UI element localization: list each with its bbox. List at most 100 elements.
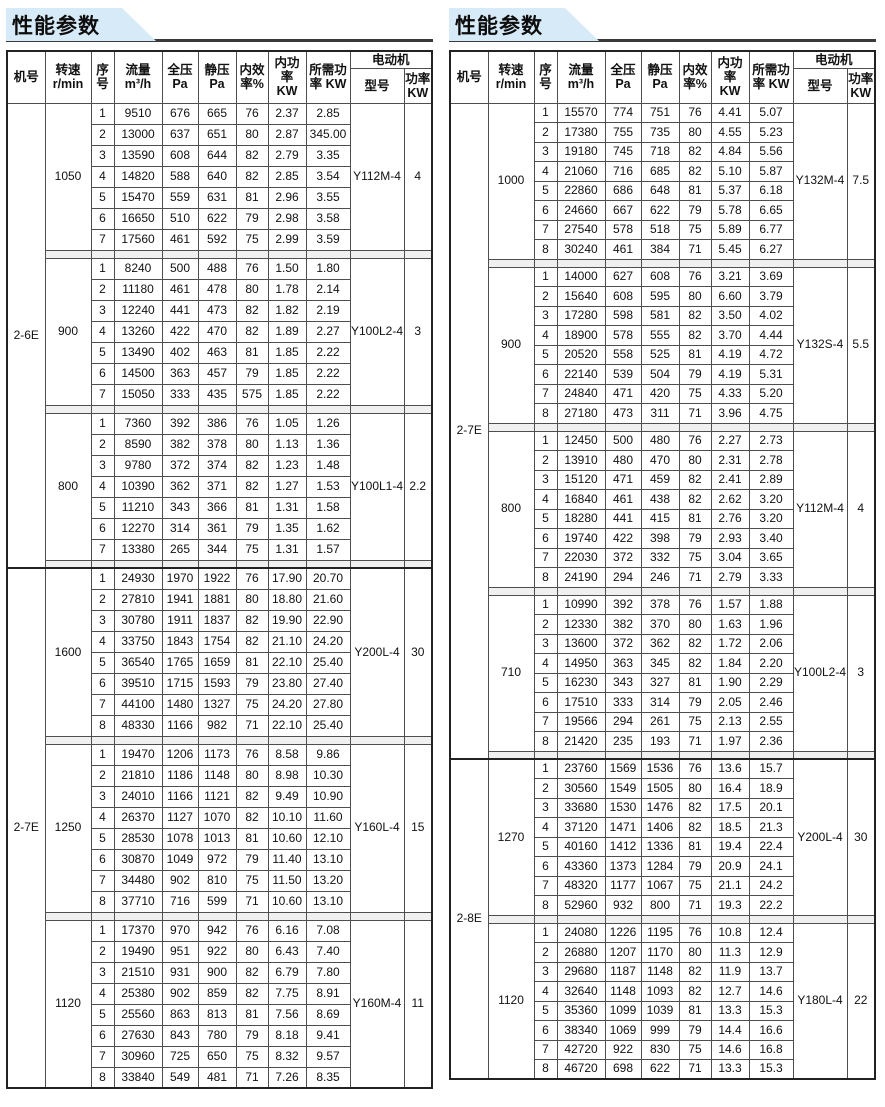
flow-cell: 21810 — [113, 764, 163, 787]
static-pressure-cell: 972 — [197, 848, 237, 871]
seq-cell: 4 — [533, 981, 558, 1002]
seq-cell: 3 — [533, 961, 558, 982]
flow-cell: 29680 — [556, 961, 606, 982]
efficiency-cell: 82 — [678, 653, 712, 674]
seq-cell: 2 — [533, 286, 558, 307]
seq-cell: 4 — [90, 475, 115, 498]
flow-cell: 19740 — [556, 528, 606, 549]
seq-cell: 1 — [90, 102, 115, 125]
static-pressure-cell: 1593 — [197, 672, 237, 695]
total-pressure-cell: 382 — [604, 614, 642, 635]
required-power-cell: 2.29 — [748, 672, 794, 693]
static-pressure-cell: 640 — [197, 165, 237, 188]
separator-cell — [792, 914, 848, 924]
power-cell: 3.96 — [710, 403, 750, 424]
efficiency-cell: 79 — [235, 362, 269, 385]
power-cell: 14.6 — [710, 1039, 750, 1060]
table-row: 7 27540 578 518 75 5.89 6.77 — [450, 219, 875, 240]
separator-cell — [556, 422, 606, 432]
total-pressure-cell: 363 — [161, 362, 199, 385]
flow-header: 流量 m³/h — [113, 50, 163, 104]
flow-cell: 12240 — [113, 299, 163, 322]
static-pressure-cell: 457 — [197, 362, 237, 385]
static-pressure-cell: 361 — [197, 517, 237, 540]
header-row: 机号 转速 r/min 序 号流量 m³/h 全压 Pa 静压 Pa 内效 率% 内功率 K… — [6, 50, 433, 104]
table-row: 6 14500 363 457 79 1.85 2.22 — [7, 362, 432, 385]
required-power-cell: 21.3 — [748, 817, 794, 838]
total-pressure-cell: 1187 — [604, 961, 642, 982]
static-pressure-cell: 718 — [640, 141, 680, 162]
flow-cell: 18900 — [556, 325, 606, 346]
flow-cell: 17280 — [556, 305, 606, 326]
efficiency-header: 内效 率% — [678, 50, 712, 104]
power-cell: 5.45 — [710, 239, 750, 260]
flow-cell: 26880 — [556, 942, 606, 963]
table-row: 800 1 12450 500 480 76 2.27 2.73 Y112M-4 4 — [450, 430, 876, 588]
efficiency-header: 内效 率% — [235, 50, 269, 104]
static-pressure-cell: 246 — [640, 567, 680, 588]
static-pressure-cell: 1039 — [640, 1000, 680, 1021]
efficiency-cell: 82 — [235, 454, 269, 477]
power-cell: 20.9 — [710, 856, 750, 877]
efficiency-cell: 80 — [235, 123, 269, 146]
efficiency-cell: 81 — [235, 496, 269, 519]
seq-cell: 6 — [533, 528, 558, 549]
speed-cell: 800 — [487, 430, 535, 588]
power-cell: 1.89 — [267, 320, 307, 343]
section-title-band: 性能参数 — [449, 8, 876, 42]
seq-cell: 5 — [533, 1000, 558, 1021]
table-row: 7 34480 902 810 75 11.50 13.20 — [7, 869, 432, 892]
flow-cell: 21510 — [113, 961, 163, 984]
power-cell: 5.89 — [710, 219, 750, 240]
table-row: 4 33750 1843 1754 82 21.10 24.20 — [7, 630, 432, 653]
flow-cell: 7360 — [113, 412, 163, 435]
power-header: 内功率 KW — [710, 50, 750, 104]
table-row: 3 13590 608 644 82 2.79 3.35 — [7, 144, 432, 167]
seq-cell: 3 — [533, 305, 558, 326]
required-power-cell: 1.96 — [748, 614, 794, 635]
table-row: 800 1 7360 392 386 76 1.05 1.26 Y100L1-4 2.2 — [7, 412, 433, 561]
seq-cell: 1 — [533, 430, 558, 451]
flow-cell: 15050 — [113, 383, 163, 406]
table-row: 2 19490 951 922 80 6.43 7.40 — [7, 940, 432, 963]
motor-power-cell: 30 — [403, 567, 433, 737]
group-separator-row — [7, 404, 433, 414]
required-power-cell: 22.90 — [305, 609, 351, 632]
table-row: 2 26880 1207 1170 80 11.3 12.9 — [450, 942, 875, 963]
power-cell: 8.98 — [267, 764, 307, 787]
separator-cell — [267, 735, 307, 745]
required-power-cell: 6.18 — [748, 180, 794, 201]
table-row: 3 15120 471 459 82 2.41 2.89 — [450, 469, 875, 490]
efficiency-cell: 76 — [678, 102, 712, 123]
flow-cell: 13490 — [113, 341, 163, 364]
static-pressure-cell: 398 — [640, 528, 680, 549]
table-row: 2-8E 1270 1 23760 1569 1536 76 13.6 15.7 Y200L-4 3… — [449, 758, 876, 1080]
power-cell: 2.05 — [710, 692, 750, 713]
efficiency-cell: 76 — [235, 102, 269, 125]
table-row: 8 37710 716 599 71 10.60 13.10 — [7, 890, 432, 913]
flow-cell: 19180 — [556, 141, 606, 162]
seq-cell: 7 — [533, 1039, 558, 1060]
total-pressure-cell: 1549 — [604, 778, 642, 799]
required-power-cell: 1.36 — [305, 433, 351, 456]
separator-cell — [604, 586, 642, 596]
required-power-cell: 18.9 — [748, 778, 794, 799]
required-power-cell: 7.08 — [305, 919, 351, 942]
static-pressure-cell: 415 — [640, 508, 680, 529]
flow-cell: 12450 — [556, 430, 606, 451]
flow-cell: 16230 — [556, 672, 606, 693]
total-pressure-cell: 363 — [604, 653, 642, 674]
flow-cell: 14820 — [113, 165, 163, 188]
total-pressure-cell: 441 — [161, 299, 199, 322]
separator-cell — [403, 404, 433, 414]
efficiency-cell: 79 — [235, 207, 269, 230]
table-row: 5 20520 558 525 81 4.19 4.72 — [450, 344, 875, 365]
static-pressure-cell: 518 — [640, 219, 680, 240]
table-row: 5 18280 441 415 81 2.76 3.20 — [450, 508, 875, 529]
power-cell: 4.41 — [710, 102, 750, 123]
separator-cell — [556, 750, 606, 760]
separator-cell — [846, 914, 876, 924]
group-separator-row — [450, 750, 876, 760]
speed-cell: 800 — [44, 412, 92, 561]
efficiency-cell: 82 — [235, 299, 269, 322]
